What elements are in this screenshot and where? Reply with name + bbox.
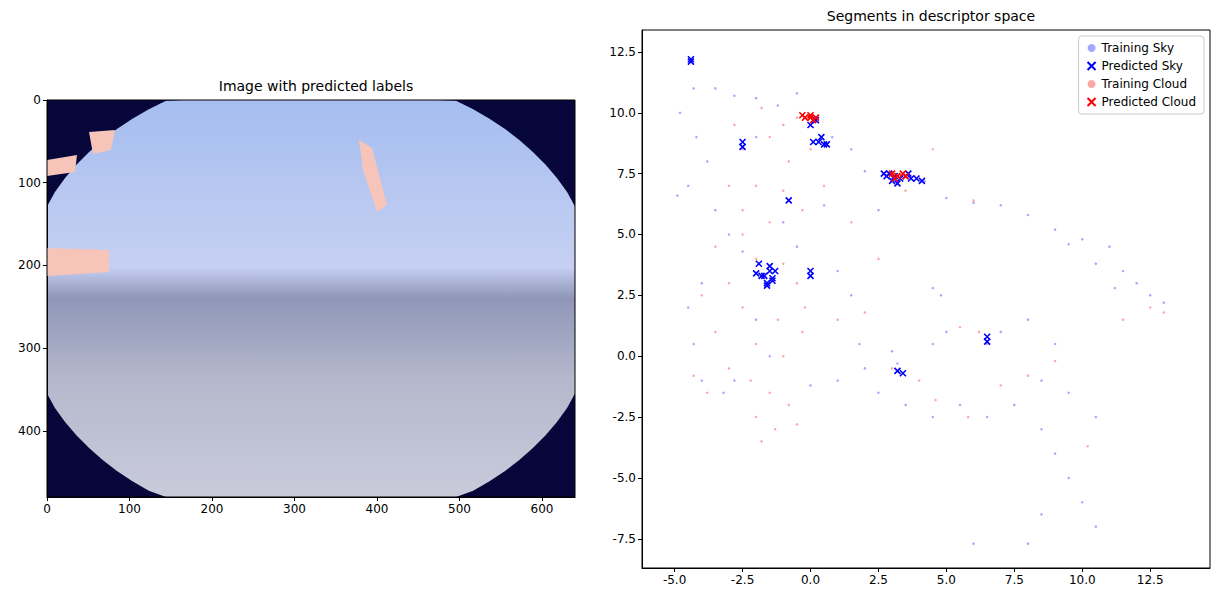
svg-text:300: 300 [283, 502, 306, 516]
svg-text:100: 100 [118, 502, 141, 516]
svg-text:5.0: 5.0 [617, 227, 636, 241]
svg-text:200: 200 [18, 258, 41, 272]
svg-text:300: 300 [18, 341, 41, 355]
svg-text:5.0: 5.0 [937, 573, 956, 587]
svg-text:10.0: 10.0 [1069, 573, 1096, 587]
svg-text:10.0: 10.0 [609, 106, 636, 120]
svg-text:12.5: 12.5 [1137, 573, 1164, 587]
svg-text:Segments in descriptor space: Segments in descriptor space [827, 8, 1035, 24]
svg-text:Predicted Sky: Predicted Sky [1102, 59, 1183, 73]
svg-text:Predicted Cloud: Predicted Cloud [1102, 95, 1196, 109]
svg-text:2.5: 2.5 [869, 573, 888, 587]
svg-text:7.5: 7.5 [617, 167, 636, 181]
svg-text:Training Sky: Training Sky [1101, 41, 1174, 55]
svg-text:0: 0 [43, 502, 51, 516]
svg-text:Training Cloud: Training Cloud [1101, 77, 1187, 91]
svg-text:12.5: 12.5 [609, 45, 636, 59]
svg-text:2.5: 2.5 [617, 288, 636, 302]
svg-text:-7.5: -7.5 [613, 532, 636, 546]
svg-text:0.0: 0.0 [801, 573, 820, 587]
svg-text:200: 200 [201, 502, 224, 516]
svg-text:-2.5: -2.5 [731, 573, 754, 587]
svg-text:0: 0 [33, 93, 41, 107]
svg-text:Image with predicted labels: Image with predicted labels [219, 78, 413, 94]
svg-text:-5.0: -5.0 [663, 573, 686, 587]
svg-text:7.5: 7.5 [1005, 573, 1024, 587]
svg-text:0.0: 0.0 [617, 349, 636, 363]
svg-text:400: 400 [366, 502, 389, 516]
svg-text:100: 100 [18, 176, 41, 190]
svg-text:-5.0: -5.0 [613, 471, 636, 485]
svg-text:400: 400 [18, 424, 41, 438]
svg-text:600: 600 [531, 502, 554, 516]
svg-text:500: 500 [448, 502, 471, 516]
svg-text:-2.5: -2.5 [613, 410, 636, 424]
